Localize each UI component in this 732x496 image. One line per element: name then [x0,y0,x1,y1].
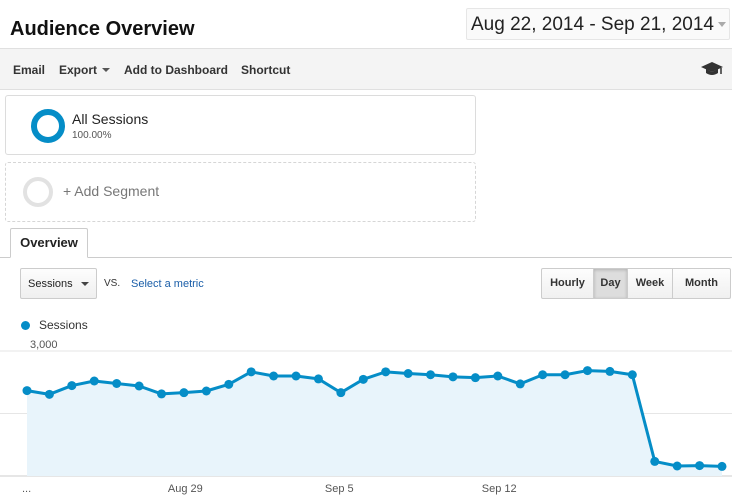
data-point [403,369,413,378]
data-point [22,386,32,396]
shortcut-button[interactable]: Shortcut [241,63,291,77]
series-area [27,370,722,476]
data-point [134,381,144,391]
data-point [44,389,54,399]
page-title: Audience Overview [10,18,195,40]
data-point [426,370,436,380]
data-point [515,379,525,389]
data-point [246,367,256,377]
data-point [582,366,592,376]
data-point [381,367,391,377]
y-tick-label: 3,000 [30,339,58,351]
data-point [605,366,615,376]
data-point [336,388,346,398]
data-point [179,388,189,398]
select-metric-link[interactable]: Select a metric [131,278,204,290]
x-tick-label: Aug 29 [168,483,203,495]
metric-select-value: Sessions [28,278,73,290]
month-button[interactable]: Month [672,269,730,298]
data-point [291,371,301,381]
data-point [112,379,122,388]
data-point [695,461,705,471]
data-point [560,370,570,380]
export-button[interactable]: Export [59,63,111,77]
legend-dot [21,321,30,330]
week-button[interactable]: Week [627,269,672,298]
legend-label: Sessions [39,318,88,332]
x-tick-label: Sep 5 [325,483,354,495]
add-segment-button[interactable]: + Add Segment [63,183,160,199]
granularity-button-group: Hourly Day Week Month [541,268,731,299]
data-point [313,374,323,384]
add-to-dashboard-button[interactable]: Add to Dashboard [124,63,228,77]
x-tick-label: Sep 12 [482,483,517,495]
date-range-text: Aug 22, 2014 - Sep 21, 2014 [471,14,714,35]
segment-label: All Sessions [72,111,149,127]
data-point [448,372,458,382]
empty-segment-ring-icon [23,177,53,207]
graduation-cap-icon[interactable] [700,59,724,79]
add-segment-card[interactable]: + Add Segment [5,162,476,222]
day-button[interactable]: Day [593,269,627,298]
caret-down-icon [102,68,111,72]
email-button[interactable]: Email [13,63,46,77]
report-toolbar: Email Export Add to Dashboard Shortcut [0,48,732,90]
chevron-down-icon [718,22,726,27]
data-point [358,374,368,384]
x-tick-label: ... [22,483,31,495]
data-point [269,371,279,381]
data-point [717,461,727,471]
data-point [224,379,234,389]
caret-down-icon [81,282,89,286]
data-point [627,370,637,380]
data-point [538,370,548,380]
data-point [89,376,99,386]
tab-bar-divider [0,257,732,258]
export-label: Export [59,63,98,77]
tab-overview[interactable]: Overview [10,228,88,258]
segment-ring-icon [31,109,65,143]
data-point [157,389,167,399]
date-range-picker[interactable]: Aug 22, 2014 - Sep 21, 2014 [466,8,730,40]
data-point [201,386,211,396]
data-point [67,381,77,391]
data-point [493,371,503,381]
data-point [672,461,682,471]
data-point [650,456,660,466]
vs-label: VS. [104,278,121,289]
data-point [470,373,480,383]
hourly-button[interactable]: Hourly [550,277,585,289]
segment-all-sessions[interactable]: All Sessions 100.00% [5,95,476,155]
segment-percent: 100.00% [72,130,112,141]
metric-select[interactable]: Sessions [20,268,97,299]
